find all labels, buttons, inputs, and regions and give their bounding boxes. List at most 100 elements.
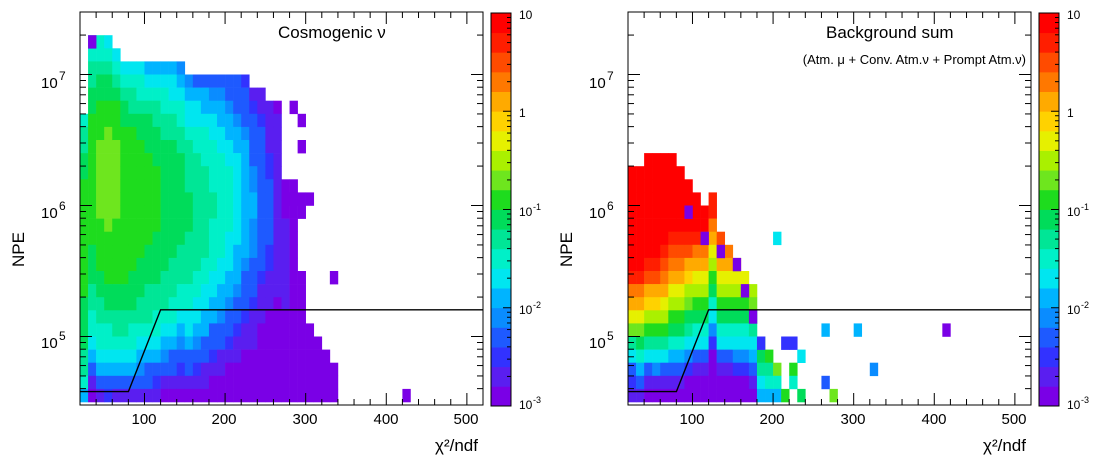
heatmap-cell bbox=[208, 349, 218, 363]
heatmap-cell bbox=[241, 336, 250, 350]
heatmap-cell bbox=[168, 74, 178, 88]
heatmap-cell bbox=[96, 323, 105, 337]
heatmap-cell bbox=[88, 113, 97, 128]
heatmap-cell bbox=[652, 388, 661, 403]
heatmap-cell bbox=[756, 362, 766, 377]
heatmap-cell bbox=[152, 87, 161, 101]
heatmap-cell bbox=[756, 388, 766, 403]
heatmap-cell bbox=[668, 284, 677, 298]
heatmap-cell bbox=[797, 388, 806, 403]
heatmap-cell bbox=[120, 271, 129, 285]
heatmap-cell bbox=[781, 336, 790, 350]
heatmap-cell bbox=[120, 166, 129, 180]
heatmap-cell bbox=[241, 113, 250, 128]
heatmap-cell bbox=[313, 336, 323, 350]
heatmap-cell bbox=[225, 74, 234, 88]
heatmap-cell bbox=[168, 375, 178, 390]
heatmap-cell bbox=[217, 179, 226, 193]
heatmap-cell bbox=[249, 271, 258, 285]
heatmap-cell bbox=[184, 297, 194, 311]
heatmap-cell bbox=[636, 323, 645, 337]
heatmap-cell bbox=[636, 192, 645, 206]
heatmap-cell bbox=[732, 375, 742, 390]
heatmap-cell bbox=[104, 284, 113, 298]
colorbar-swatch bbox=[491, 32, 511, 53]
heatmap-cell bbox=[789, 336, 798, 350]
heatmap-cell bbox=[732, 271, 742, 285]
heatmap-cell bbox=[136, 113, 145, 128]
heatmap-cell bbox=[160, 205, 169, 219]
heatmap-cell bbox=[700, 388, 709, 403]
heatmap-cells bbox=[628, 153, 951, 403]
heatmap-cell bbox=[748, 310, 758, 324]
heatmap-cell bbox=[225, 388, 234, 403]
heatmap-cell bbox=[136, 205, 145, 219]
heatmap-cell bbox=[192, 388, 202, 403]
heatmap-cell bbox=[652, 179, 661, 193]
heatmap-cell bbox=[789, 375, 798, 390]
heatmap-cell bbox=[273, 271, 282, 285]
heatmap-cell bbox=[273, 244, 282, 259]
heatmap-cell bbox=[217, 336, 226, 350]
heatmap-cell bbox=[144, 153, 153, 167]
heatmap-cell bbox=[668, 323, 677, 337]
heatmap-cell bbox=[160, 140, 169, 154]
x-tick-label: 100 bbox=[679, 411, 704, 428]
heatmap-cell bbox=[636, 349, 645, 363]
heatmap-cell bbox=[208, 218, 218, 232]
heatmap-cell bbox=[200, 126, 210, 141]
heatmap-cell bbox=[136, 336, 145, 350]
heatmap-cell bbox=[297, 310, 306, 324]
heatmap-cell bbox=[112, 218, 121, 232]
heatmap-cell bbox=[241, 257, 250, 272]
heatmap-cell bbox=[668, 244, 677, 259]
heatmap-cell bbox=[265, 323, 274, 337]
heatmap-cell bbox=[708, 310, 717, 324]
colorbar-label: 10 -2 bbox=[519, 300, 541, 317]
heatmap-cell bbox=[200, 375, 210, 390]
heatmap-cell bbox=[748, 388, 758, 403]
heatmap-cell bbox=[96, 126, 105, 141]
heatmap-cell bbox=[748, 375, 758, 390]
heatmap-cell bbox=[104, 166, 113, 180]
x-tick-label: 300 bbox=[840, 411, 865, 428]
colorbar-swatch bbox=[1039, 189, 1059, 210]
heatmap-cell bbox=[225, 179, 234, 193]
heatmap-cell bbox=[257, 113, 266, 128]
heatmap-cell bbox=[88, 257, 97, 272]
heatmap-cell bbox=[644, 271, 653, 285]
heatmap-cell bbox=[628, 192, 637, 206]
heatmap-cell bbox=[176, 271, 186, 285]
heatmap-cell bbox=[700, 257, 709, 272]
heatmap-cell bbox=[724, 349, 734, 363]
heatmap-cell bbox=[217, 231, 226, 246]
svg-text:-2: -2 bbox=[1081, 300, 1089, 310]
heatmap-cell bbox=[160, 310, 169, 324]
heatmap-cell bbox=[176, 388, 186, 403]
heatmap-cell bbox=[692, 323, 701, 337]
heatmap-cell bbox=[652, 271, 661, 285]
heatmap-cell bbox=[233, 297, 242, 311]
colorbar-swatch bbox=[1039, 288, 1059, 309]
colorbar-swatch bbox=[491, 170, 511, 191]
heatmap-cell bbox=[112, 87, 121, 101]
heatmap-cell bbox=[249, 310, 258, 324]
heatmap-cell bbox=[160, 61, 169, 75]
colorbar-label: 1 bbox=[1067, 106, 1074, 120]
heatmap-cell bbox=[160, 192, 169, 206]
heatmap-cell bbox=[208, 74, 218, 88]
heatmap-cell bbox=[724, 297, 734, 311]
heatmap-cell bbox=[700, 323, 709, 337]
heatmap-cell bbox=[120, 179, 129, 193]
heatmap-cell bbox=[184, 336, 194, 350]
heatmap-cell bbox=[225, 87, 234, 101]
heatmap-cell bbox=[257, 166, 266, 180]
heatmap-cell bbox=[128, 126, 137, 141]
heatmap-cell bbox=[676, 284, 685, 298]
heatmap-cell bbox=[192, 271, 202, 285]
heatmap-cell bbox=[80, 336, 89, 350]
heatmap-cell bbox=[176, 310, 186, 324]
heatmap-cell bbox=[176, 205, 186, 219]
heatmap-cell bbox=[184, 87, 194, 101]
heatmap-cell bbox=[257, 388, 266, 403]
